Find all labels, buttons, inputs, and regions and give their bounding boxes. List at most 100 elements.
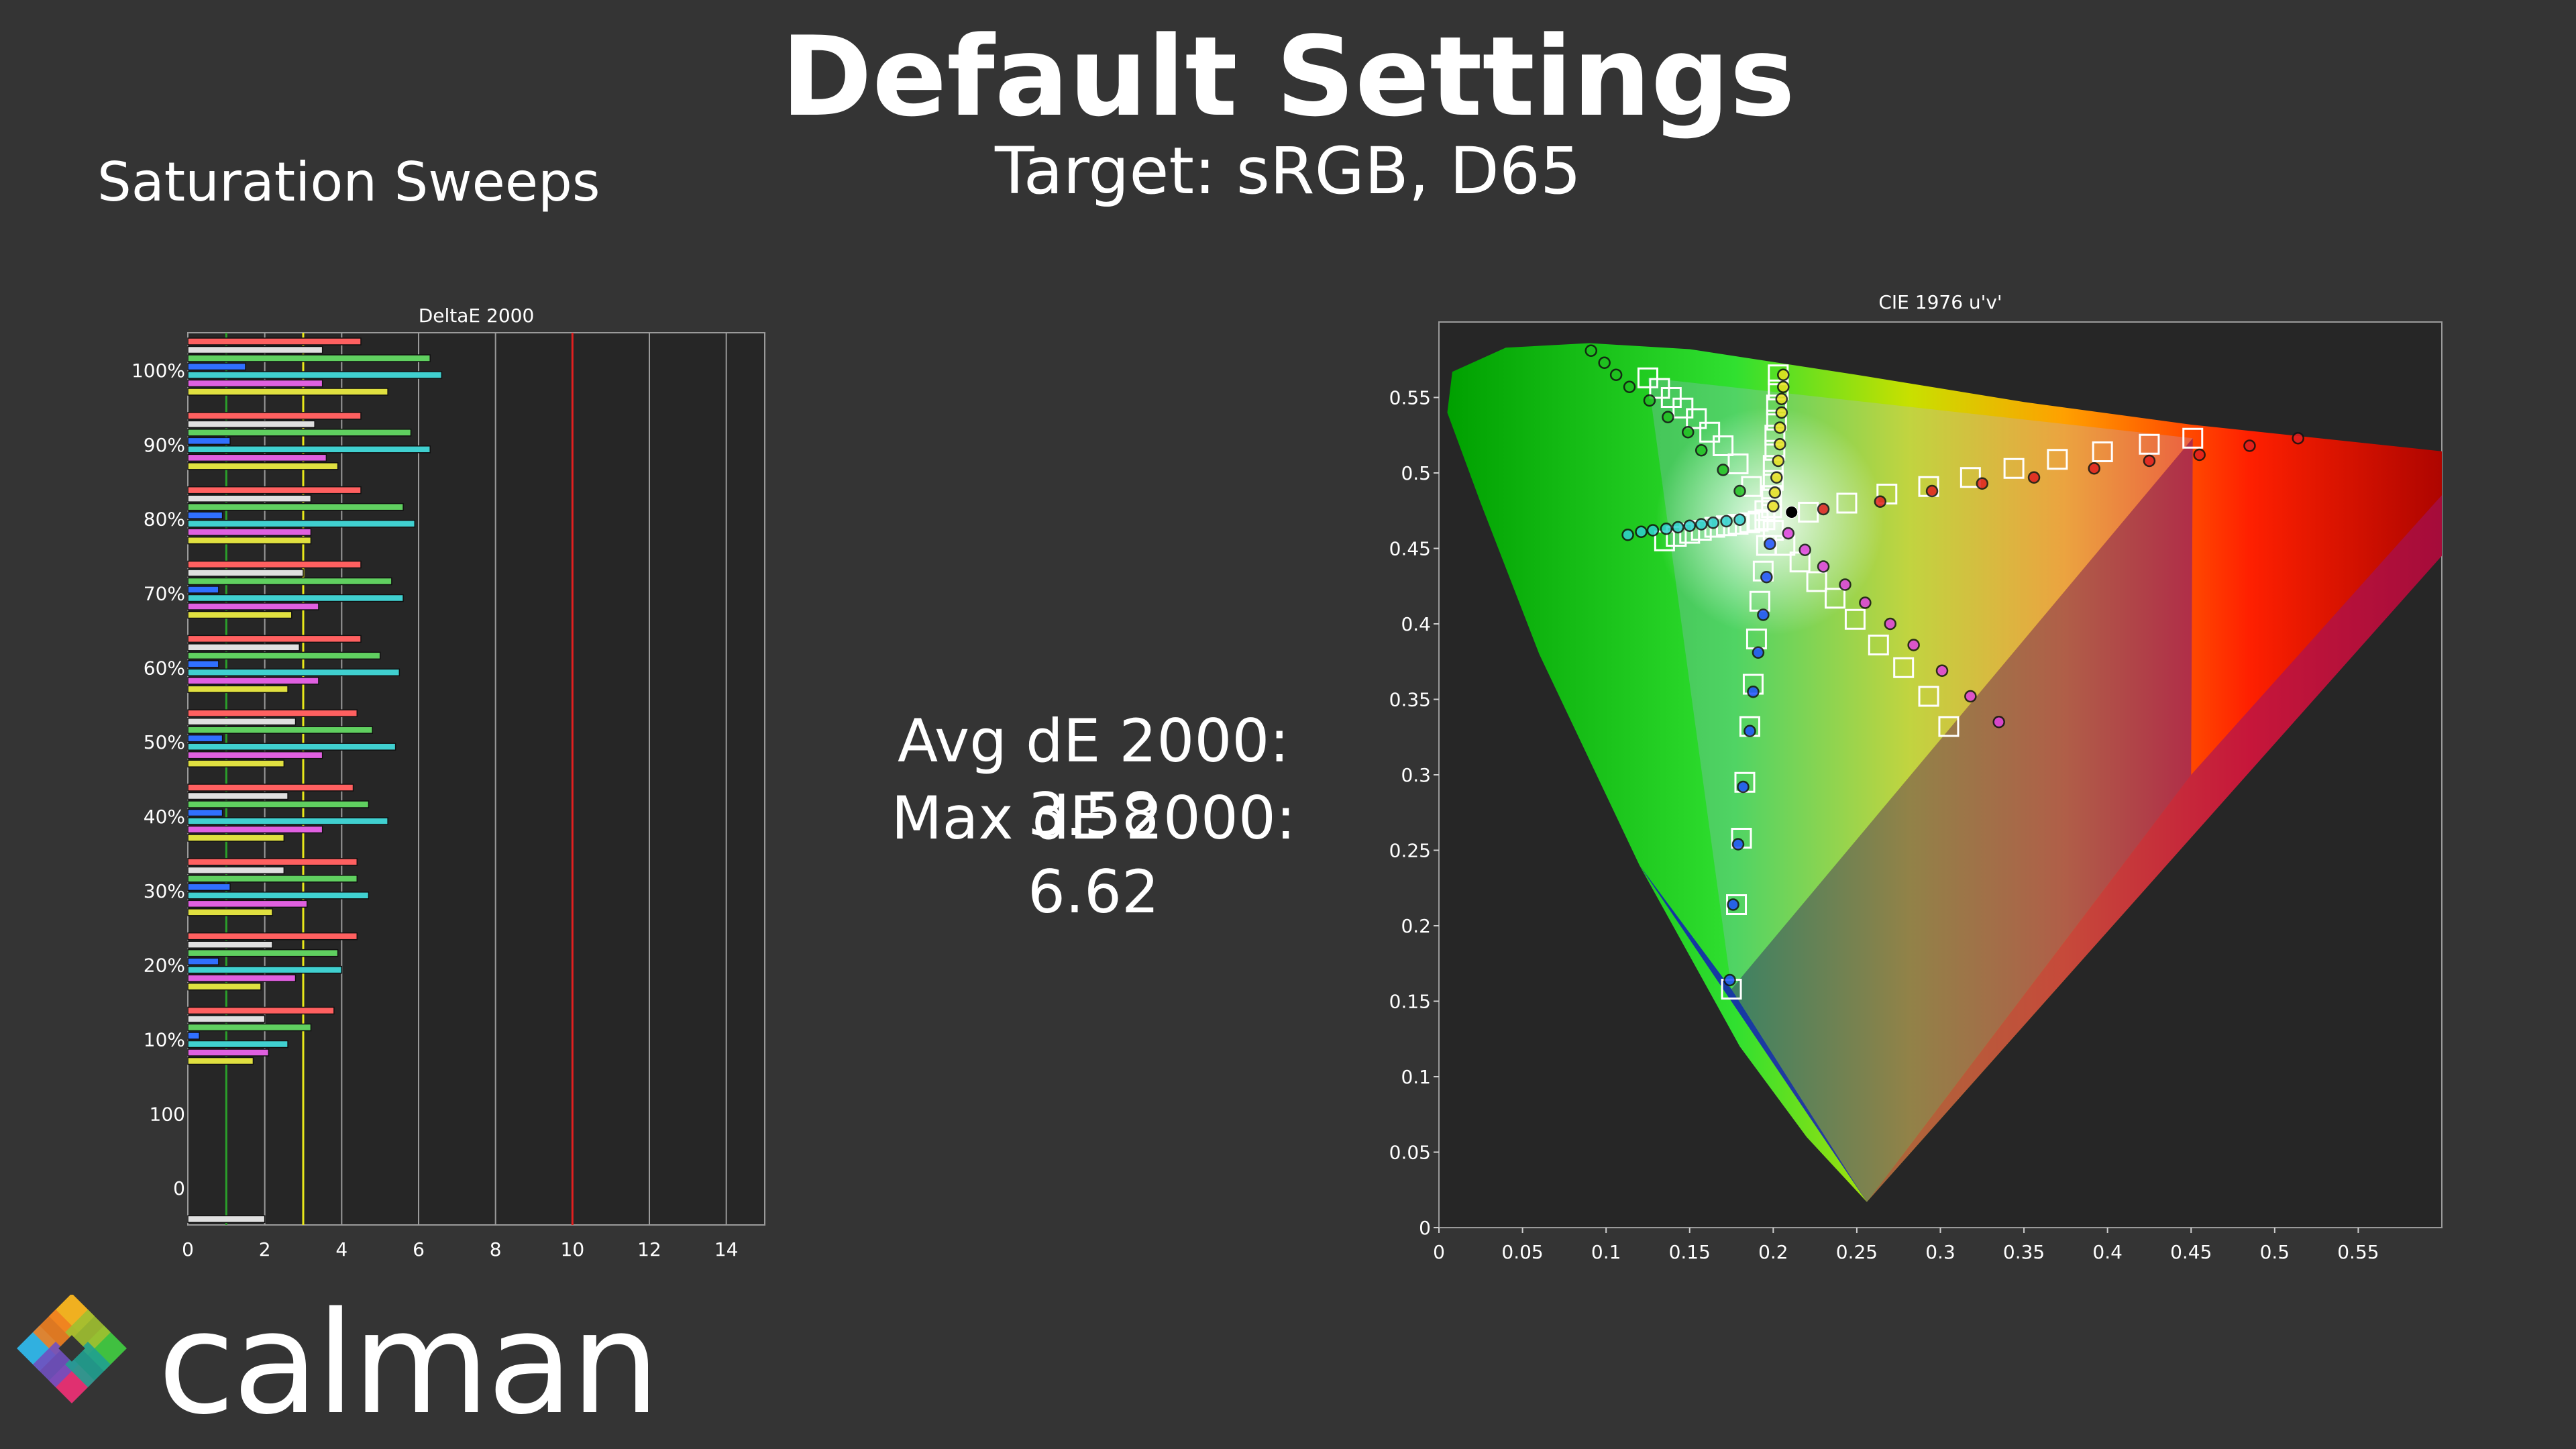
category-label: 100 bbox=[150, 1103, 185, 1125]
x-tick-label: 0 bbox=[182, 1238, 194, 1260]
max-de-stat: Max dE 2000: 6.62 bbox=[891, 784, 1296, 926]
deltae-bar bbox=[187, 437, 231, 445]
deltae-bar bbox=[187, 834, 285, 842]
y-tick-label: 0.1 bbox=[1401, 1066, 1431, 1088]
deltae-bar bbox=[187, 486, 362, 494]
target-square bbox=[2047, 449, 2068, 470]
measured-point bbox=[1723, 973, 1736, 987]
x-tick-label: 0.55 bbox=[2337, 1241, 2379, 1261]
category-label: 70% bbox=[144, 583, 185, 605]
deltae-bar bbox=[187, 908, 273, 916]
section-label: Saturation Sweeps bbox=[97, 151, 600, 213]
measured-point bbox=[1925, 484, 1939, 498]
measured-point bbox=[1782, 527, 1795, 540]
deltae-bar bbox=[187, 337, 362, 345]
x-tick-label: 8 bbox=[490, 1238, 502, 1260]
measured-point bbox=[2193, 448, 2206, 462]
deltae-bar bbox=[187, 1006, 335, 1015]
deltae-bar bbox=[187, 388, 388, 396]
measured-point bbox=[1623, 380, 1636, 393]
plot-area bbox=[187, 332, 765, 1226]
y-tick-label: 0.3 bbox=[1401, 764, 1431, 786]
x-tick-label: 0.45 bbox=[2170, 1241, 2212, 1261]
target-square bbox=[2182, 427, 2204, 449]
target-square bbox=[1806, 571, 1827, 592]
y-tick-label: 0.35 bbox=[1389, 689, 1431, 711]
measured-point bbox=[1775, 392, 1788, 405]
purple-region bbox=[1866, 495, 2442, 1202]
deltae-bar bbox=[187, 560, 362, 569]
x-tick-label: 0.3 bbox=[1925, 1241, 1955, 1261]
measured-point bbox=[1839, 578, 1851, 591]
measured-point bbox=[1720, 515, 1733, 528]
measured-point bbox=[1695, 518, 1708, 531]
target-square bbox=[1798, 502, 1819, 523]
deltae-bar bbox=[187, 345, 323, 354]
deltae-bar bbox=[187, 685, 288, 694]
x-tick-label: 0.25 bbox=[1836, 1241, 1878, 1261]
deltae-bar bbox=[187, 577, 392, 586]
avg-de-stat: Avg dE 2000: 3.58 bbox=[898, 706, 1289, 849]
measured-point bbox=[1743, 724, 1756, 737]
deltae-bar bbox=[187, 808, 223, 817]
deltae-bar bbox=[187, 751, 323, 759]
measured-point bbox=[1777, 368, 1790, 381]
measured-point bbox=[1799, 543, 1811, 556]
category-label: 10% bbox=[144, 1029, 185, 1051]
measured-point bbox=[1733, 513, 1746, 526]
category-label: 30% bbox=[144, 880, 185, 902]
deltae-bar bbox=[187, 379, 323, 388]
measured-point bbox=[1643, 394, 1656, 407]
y-tick-label: 0.4 bbox=[1401, 613, 1431, 635]
x-tick-label: 0.15 bbox=[1669, 1241, 1711, 1261]
deltae-bar bbox=[187, 858, 358, 866]
measured-point bbox=[1727, 898, 1739, 911]
measured-point bbox=[1774, 421, 1786, 434]
target-square bbox=[1844, 608, 1866, 630]
target-square bbox=[2003, 458, 2025, 479]
deltae-bar bbox=[187, 1040, 288, 1049]
deltae-bar bbox=[187, 883, 231, 892]
deltae-bar bbox=[187, 1015, 266, 1023]
target-square bbox=[1938, 716, 1960, 737]
deltae-bar bbox=[187, 536, 312, 545]
measured-point bbox=[1992, 716, 2005, 729]
deltae-bar bbox=[187, 511, 223, 519]
target-square bbox=[1748, 511, 1769, 532]
measured-point bbox=[1660, 523, 1673, 535]
measured-point bbox=[2243, 439, 2256, 452]
measured-point bbox=[1682, 426, 1695, 439]
measured-point bbox=[1683, 519, 1696, 532]
measured-point bbox=[1747, 686, 1760, 698]
category-label: 100% bbox=[131, 360, 185, 382]
x-tick-label: 0.4 bbox=[2092, 1241, 2123, 1261]
deltae-bar bbox=[187, 792, 288, 800]
category-label: 90% bbox=[144, 434, 185, 456]
measured-point bbox=[1707, 517, 1719, 529]
measured-point bbox=[1760, 571, 1773, 584]
measured-point bbox=[1733, 484, 1746, 498]
deltae-bar bbox=[187, 635, 362, 643]
target-square bbox=[1918, 686, 1939, 707]
x-tick-label: 0.1 bbox=[1591, 1241, 1621, 1261]
measured-point bbox=[1817, 560, 1830, 573]
deltae-bar bbox=[187, 743, 396, 751]
deltae-bar bbox=[187, 900, 308, 908]
measured-point bbox=[1585, 344, 1597, 357]
x-tick-label: 0.35 bbox=[2003, 1241, 2045, 1261]
calman-logo-text: calman bbox=[158, 1281, 660, 1446]
measured-point bbox=[1976, 477, 1989, 490]
target-square bbox=[1713, 435, 1734, 456]
deltae-bar bbox=[187, 965, 343, 974]
x-tick-label: 0.05 bbox=[1501, 1241, 1543, 1261]
page-subtitle: Target: sRGB, D65 bbox=[995, 133, 1581, 209]
measured-point bbox=[1767, 500, 1780, 513]
deltae-bar bbox=[187, 825, 323, 834]
target-square bbox=[1825, 588, 1846, 609]
measured-point bbox=[1874, 495, 1887, 508]
measured-point bbox=[2143, 454, 2156, 468]
deltae-bar bbox=[187, 429, 412, 437]
deltae-bar bbox=[187, 892, 370, 900]
x-tick-label: 12 bbox=[637, 1238, 661, 1260]
target-square bbox=[1761, 497, 1782, 519]
